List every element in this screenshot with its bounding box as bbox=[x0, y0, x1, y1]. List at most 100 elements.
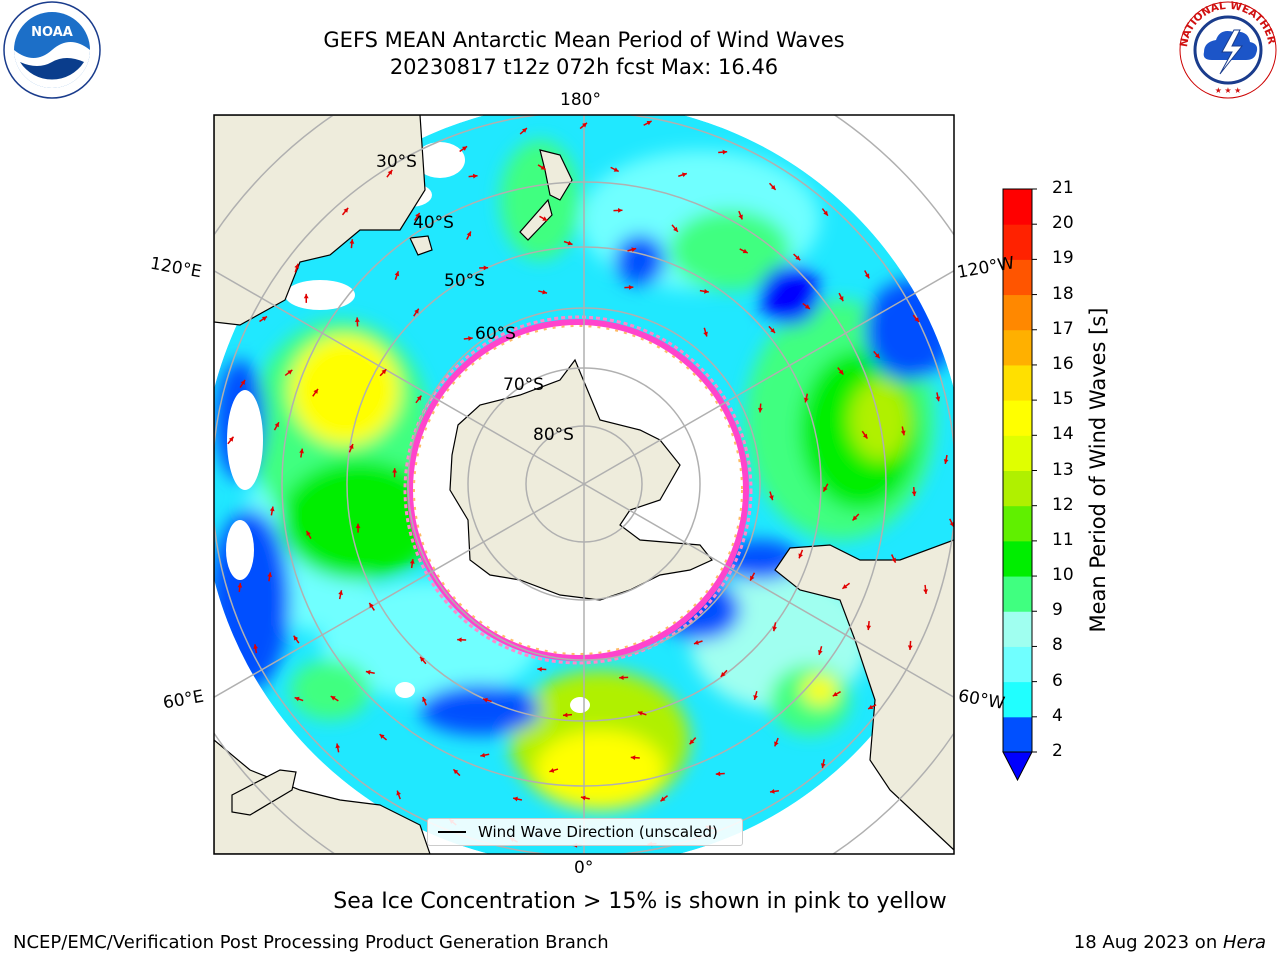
wind-wave-arrowhead bbox=[392, 468, 398, 473]
wind-wave-arrowhead bbox=[269, 506, 275, 512]
wind-wave-arrowhead bbox=[842, 584, 848, 589]
wind-wave-arrowhead bbox=[900, 430, 906, 436]
wind-wave-arrowhead bbox=[468, 336, 473, 341]
lat-label-70s: 70°S bbox=[503, 375, 544, 395]
colorbar-bin bbox=[1003, 259, 1032, 296]
colorbar-bin bbox=[1003, 294, 1032, 331]
wind-wave-arrowhead bbox=[769, 495, 774, 501]
wind-wave-arrowhead bbox=[414, 308, 419, 314]
map-title: GEFS MEAN Antarctic Mean Period of Wind … bbox=[323, 28, 845, 52]
wind-wave-arrowhead bbox=[715, 771, 721, 777]
wind-wave-arrowhead bbox=[466, 231, 471, 237]
wind-wave-arrowhead bbox=[482, 697, 488, 703]
wind-wave-arrowhead bbox=[540, 165, 546, 170]
wind-wave-arrowhead bbox=[293, 635, 299, 641]
wind-wave-arrowhead bbox=[335, 743, 341, 749]
colorbar-bin bbox=[1003, 540, 1032, 577]
footer-credit: NCEP/EMC/Verification Post Processing Pr… bbox=[13, 932, 609, 953]
wind-wave-arrowhead bbox=[338, 590, 343, 596]
wind-wave-arrowhead bbox=[387, 169, 393, 175]
colorbar-bin bbox=[1003, 470, 1032, 507]
wind-wave-arrowhead bbox=[354, 317, 360, 322]
colorbar-bin bbox=[1003, 681, 1032, 718]
lat-label-60s: 60°S bbox=[475, 324, 516, 344]
wind-wave-arrowhead bbox=[522, 128, 527, 133]
wind-wave-arrowhead bbox=[394, 271, 400, 277]
colorbar-tick-label: 10 bbox=[1052, 565, 1074, 586]
wind-wave-arrowhead bbox=[480, 752, 486, 758]
wind-wave-arrowhead bbox=[628, 284, 634, 290]
wind-wave-arrowhead bbox=[294, 263, 299, 269]
wind-wave-arrowhead bbox=[943, 459, 949, 464]
wind-wave-arrowhead bbox=[689, 739, 695, 745]
wind-wave-arrowhead bbox=[299, 448, 304, 454]
wind-wave-arrowhead bbox=[742, 248, 748, 254]
colorbar-tick-label: 9 bbox=[1052, 600, 1063, 621]
wind-wave-arrowhead bbox=[703, 331, 708, 337]
svg-text:★ ★ ★: ★ ★ ★ bbox=[1215, 86, 1242, 95]
lat-label-30s: 30°S bbox=[376, 152, 417, 172]
wind-wave-arrowhead bbox=[795, 255, 801, 261]
wind-wave-arrowhead bbox=[483, 265, 489, 271]
wind-wave-arrowhead bbox=[852, 515, 858, 521]
wind-wave-arrowhead bbox=[462, 146, 468, 151]
wind-wave-arrowhead bbox=[365, 670, 371, 675]
map-legend: Wind Wave Direction (unscaled) bbox=[427, 818, 743, 846]
wind-wave-arrowhead bbox=[262, 316, 267, 321]
wind-wave-arrowhead bbox=[798, 553, 803, 559]
wind-wave-arrowhead bbox=[757, 407, 763, 413]
colorbar-bin bbox=[1003, 716, 1032, 753]
graticule bbox=[214, 115, 954, 854]
nws-logo: NATIONAL WEATHER SERVICE ★ ★ ★ bbox=[1178, 0, 1278, 99]
wind-wave-arrowhead bbox=[823, 486, 828, 492]
lon-label-0: 0° bbox=[574, 858, 594, 878]
wind-wave-arrowhead bbox=[769, 789, 775, 794]
wind-wave-arrowhead bbox=[369, 602, 374, 608]
colorbar-tick-label: 13 bbox=[1052, 459, 1074, 480]
colorbar-tick-label: 14 bbox=[1052, 424, 1074, 445]
colorbar-bin bbox=[1003, 329, 1032, 366]
wind-wave-arrowhead bbox=[274, 422, 279, 428]
wind-wave-arrowhead bbox=[537, 666, 542, 672]
map-frame bbox=[213, 114, 955, 855]
wind-wave-arrowhead bbox=[287, 369, 293, 375]
colorbar-tick-label: 16 bbox=[1052, 353, 1074, 374]
colorbar-tick-label: 21 bbox=[1052, 178, 1074, 198]
colorbar-tick-label: 19 bbox=[1052, 248, 1074, 269]
footer-host: Hera bbox=[1222, 932, 1266, 953]
wind-wave-arrowhead bbox=[770, 184, 776, 190]
lat-label-80s: 80°S bbox=[533, 425, 574, 445]
wind-wave-arrowhead bbox=[613, 167, 619, 172]
wind-wave-arrowhead bbox=[420, 656, 425, 662]
colorbar-tick-label: 2 bbox=[1052, 741, 1063, 761]
wind-wave-arrowhead bbox=[738, 214, 743, 220]
wind-wave-arrowhead bbox=[542, 216, 548, 221]
wind-wave-arrowhead bbox=[772, 626, 777, 632]
lat-label-40s: 40°S bbox=[413, 213, 454, 233]
wind-wave-arrowhead bbox=[472, 173, 478, 179]
wind-wave-arrowhead bbox=[803, 397, 809, 403]
wind-wave-arrowhead bbox=[823, 210, 828, 216]
colorbar-bin bbox=[1003, 435, 1032, 471]
wind-wave-arrowhead bbox=[770, 328, 776, 333]
colorbar-bin bbox=[1003, 189, 1032, 225]
colorbar-bin bbox=[1003, 400, 1032, 436]
wind-wave-arrowhead bbox=[549, 768, 555, 773]
wind-wave-arrows bbox=[227, 120, 954, 848]
wind-wave-arrowhead bbox=[774, 741, 779, 747]
legend-label: Wind Wave Direction (unscaled) bbox=[478, 823, 718, 841]
colorbar-tick-label: 11 bbox=[1052, 529, 1074, 550]
wind-wave-arrowhead bbox=[313, 388, 318, 394]
wind-wave-arrowhead bbox=[862, 433, 868, 439]
wind-wave-arrowhead bbox=[693, 640, 699, 645]
wind-wave-arrowhead bbox=[681, 172, 687, 178]
colorbar-tick-label: 17 bbox=[1052, 318, 1074, 339]
wind-wave-arrowhead bbox=[306, 530, 311, 536]
lat-label-50s: 50°S bbox=[444, 271, 485, 291]
wind-wave-arrowhead bbox=[379, 734, 385, 739]
footer-date: 18 Aug 2023 on Hera bbox=[1074, 932, 1266, 953]
colorbar-tick-label: 18 bbox=[1052, 283, 1074, 304]
wind-wave-arrowhead bbox=[874, 353, 880, 359]
wind-wave-arrowhead bbox=[804, 304, 810, 309]
wind-wave-arrowhead bbox=[355, 523, 361, 529]
